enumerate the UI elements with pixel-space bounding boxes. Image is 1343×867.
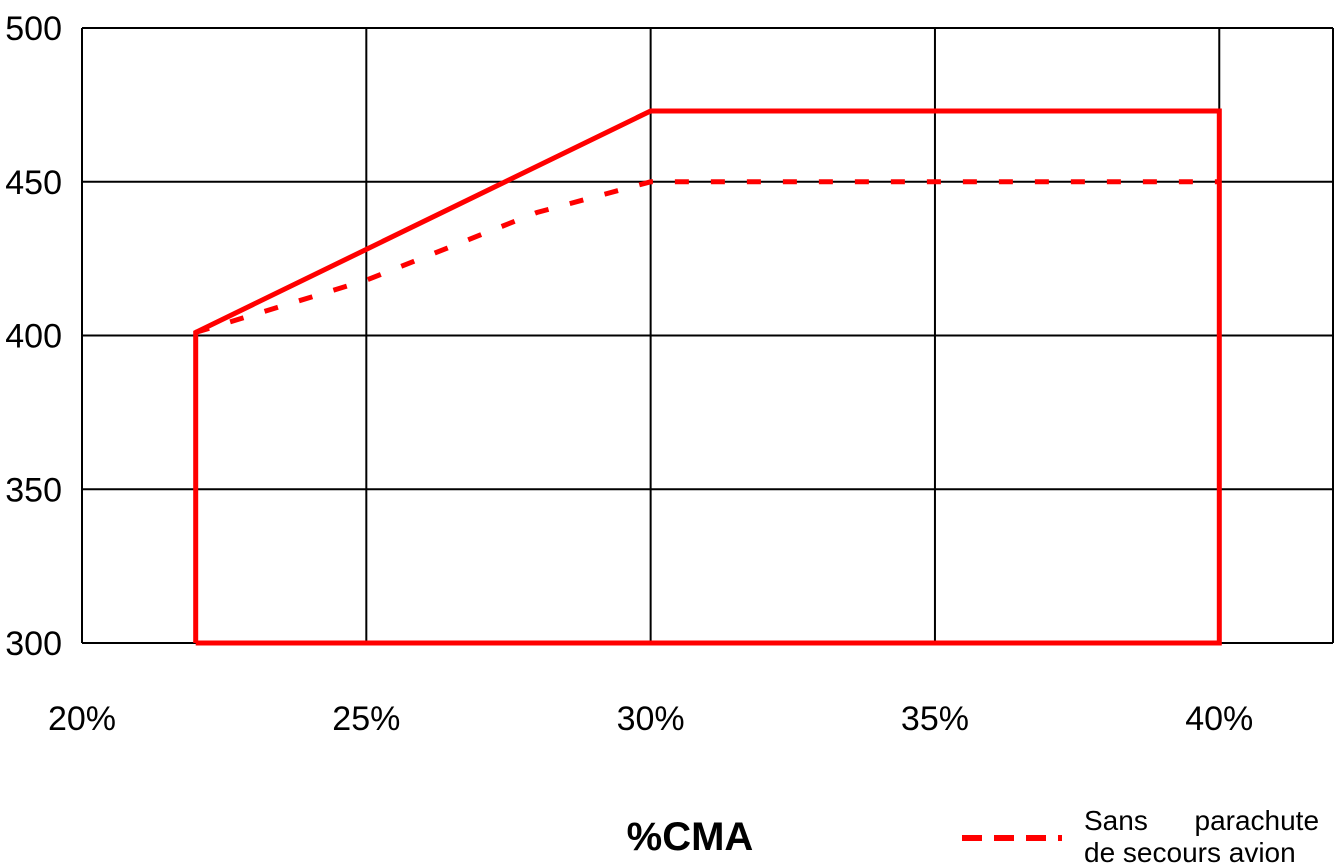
y-tick-labels: 300 350 400 450 500 — [5, 10, 62, 663]
x-axis-label: %CMA — [627, 815, 754, 859]
series-line-dashed — [194, 179, 1220, 335]
grid-lines — [81, 27, 1334, 644]
legend-label-line2: de secours avion — [1084, 837, 1296, 867]
y-tick-label: 450 — [5, 164, 62, 202]
y-tick-label: 350 — [5, 471, 62, 509]
x-tick-labels: 20% 25% 30% 35% 40% — [48, 700, 1253, 738]
legend-label-line1: Sans parachute — [1084, 805, 1319, 836]
x-tick-label: 30% — [617, 700, 685, 738]
x-tick-label: 40% — [1185, 700, 1253, 738]
x-tick-label: 35% — [901, 700, 969, 738]
x-tick-label: 20% — [48, 700, 116, 738]
y-tick-label: 300 — [5, 625, 62, 663]
series-layer — [193, 108, 1222, 646]
series-line-solid — [193, 108, 1222, 646]
y-tick-label: 500 — [5, 10, 62, 48]
legend: Sans parachute de secours avion — [962, 805, 1319, 867]
y-tick-label: 400 — [5, 318, 62, 356]
x-tick-label: 25% — [332, 700, 400, 738]
